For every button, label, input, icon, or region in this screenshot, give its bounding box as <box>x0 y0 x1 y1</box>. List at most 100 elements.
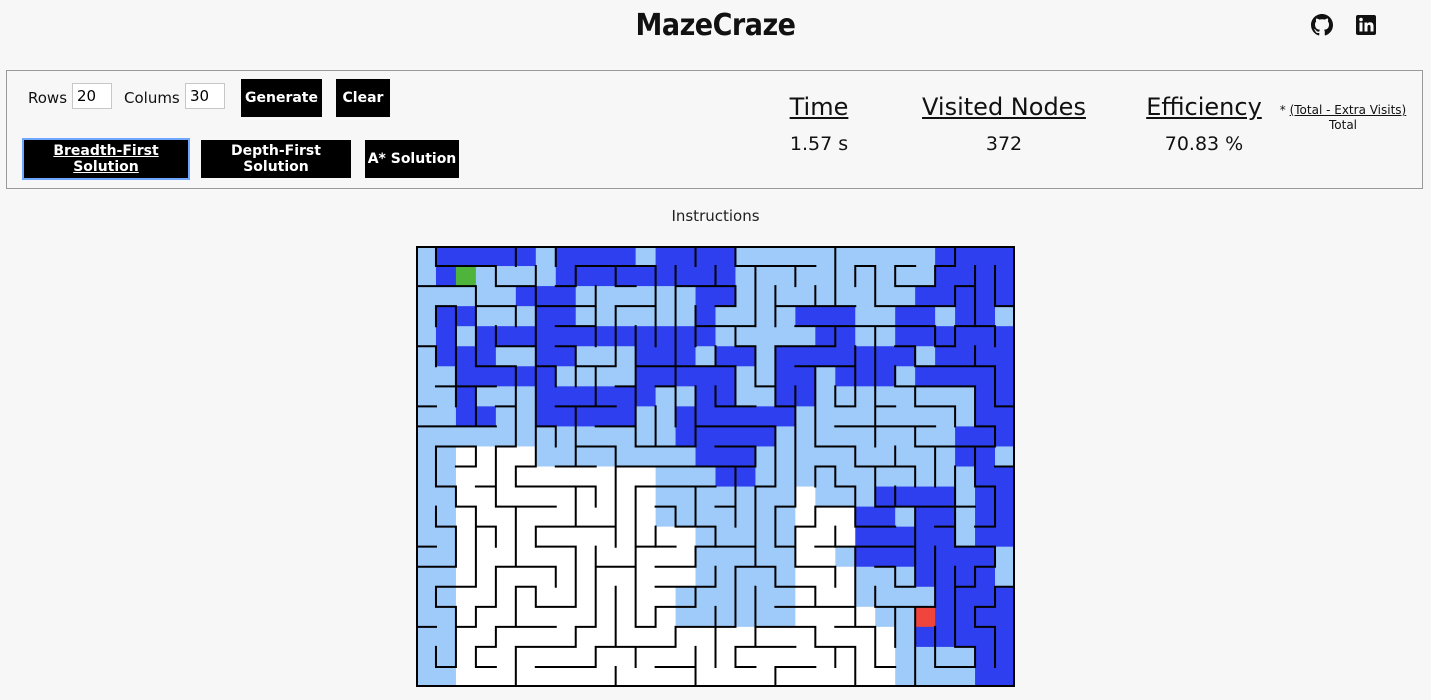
maze-cell-visited[interactable] <box>735 586 756 608</box>
maze-cell-visited[interactable] <box>955 506 976 528</box>
maze-cell-unvisited[interactable] <box>735 626 756 648</box>
maze-cell-unvisited[interactable] <box>595 646 617 668</box>
maze-cell-unvisited[interactable] <box>555 526 577 548</box>
maze-cell-unvisited[interactable] <box>615 546 637 568</box>
maze-cell-visited[interactable] <box>895 366 916 387</box>
maze-cell-visited[interactable] <box>915 426 936 447</box>
maze-cell-unvisited[interactable] <box>475 586 497 608</box>
maze-cell-visited[interactable] <box>735 506 756 528</box>
maze-cell-visited[interactable] <box>635 426 656 447</box>
maze-cell-unvisited[interactable] <box>795 666 816 687</box>
maze-cell-unvisited[interactable] <box>495 446 517 467</box>
maze-cell-path[interactable] <box>595 266 617 287</box>
maze-cell-path[interactable] <box>995 466 1015 487</box>
maze-cell-unvisited[interactable] <box>675 566 696 588</box>
maze-cell-path[interactable] <box>675 326 696 347</box>
maze-cell-visited[interactable] <box>735 486 756 507</box>
maze-cell-path[interactable] <box>875 346 896 367</box>
maze-cell-visited[interactable] <box>955 386 976 407</box>
maze-cell-path[interactable] <box>855 366 876 387</box>
maze-cell-path[interactable] <box>975 506 996 528</box>
maze-cell-path[interactable] <box>915 286 936 307</box>
maze-cell-visited[interactable] <box>915 466 936 487</box>
maze-cell-path[interactable] <box>955 566 976 588</box>
maze-cell-visited[interactable] <box>895 606 916 628</box>
maze-cell-visited[interactable] <box>715 486 736 507</box>
maze-cell-unvisited[interactable] <box>575 506 597 528</box>
maze-cell-path[interactable] <box>715 446 736 467</box>
maze-cell-visited[interactable] <box>615 366 637 387</box>
maze-cell-unvisited[interactable] <box>815 606 836 628</box>
maze-cell-visited[interactable] <box>775 326 796 347</box>
maze-cell-visited[interactable] <box>875 406 896 427</box>
maze-cell-unvisited[interactable] <box>515 486 537 507</box>
maze-cell-unvisited[interactable] <box>495 546 517 568</box>
maze-cell-path[interactable] <box>955 626 976 648</box>
maze-cell-path[interactable] <box>975 446 996 467</box>
maze-cell-visited[interactable] <box>695 546 716 568</box>
maze-cell-unvisited[interactable] <box>515 586 537 608</box>
maze-cell-path[interactable] <box>975 486 996 507</box>
maze-cell-visited[interactable] <box>595 286 617 307</box>
maze-cell-path[interactable] <box>715 266 736 287</box>
maze-cell-visited[interactable] <box>416 446 437 467</box>
maze-cell-path[interactable] <box>435 266 457 287</box>
maze-cell-path[interactable] <box>875 486 896 507</box>
maze-cell-visited[interactable] <box>935 426 956 447</box>
maze-cell-unvisited[interactable] <box>835 626 856 648</box>
maze-cell-visited[interactable] <box>475 266 497 287</box>
maze-cell-visited[interactable] <box>416 286 437 307</box>
maze-cell-unvisited[interactable] <box>815 666 836 687</box>
maze-cell-path[interactable] <box>715 386 736 407</box>
maze-cell-path[interactable] <box>995 246 1015 267</box>
maze-cell-unvisited[interactable] <box>455 526 477 548</box>
maze-cell-path[interactable] <box>835 306 856 327</box>
maze-cell-visited[interactable] <box>875 446 896 467</box>
maze-cell-path[interactable] <box>695 266 716 287</box>
maze-cell-visited[interactable] <box>435 666 457 687</box>
maze-cell-visited[interactable] <box>555 426 577 447</box>
maze-cell-visited[interactable] <box>475 286 497 307</box>
maze-cell-visited[interactable] <box>755 486 776 507</box>
github-link[interactable] <box>1311 14 1333 36</box>
maze-cell-unvisited[interactable] <box>755 646 776 668</box>
maze-cell-path[interactable] <box>535 386 557 407</box>
maze-cell-path[interactable] <box>695 386 716 407</box>
maze-cell-path[interactable] <box>935 266 956 287</box>
maze-cell-path[interactable] <box>955 446 976 467</box>
maze-cell-path[interactable] <box>675 246 696 267</box>
maze-cell-path[interactable] <box>795 306 816 327</box>
maze-cell-visited[interactable] <box>615 346 637 367</box>
maze-cell-visited[interactable] <box>455 286 477 307</box>
maze-cell-visited[interactable] <box>835 286 856 307</box>
maze-cell-path[interactable] <box>975 606 996 628</box>
maze-cell-unvisited[interactable] <box>575 646 597 668</box>
maze-cell-visited[interactable] <box>715 326 736 347</box>
maze-cell-path[interactable] <box>995 366 1015 387</box>
maze-cell-visited[interactable] <box>435 566 457 588</box>
maze-cell-visited[interactable] <box>515 306 537 327</box>
maze-cell-visited[interactable] <box>435 466 457 487</box>
maze-cell-unvisited[interactable] <box>635 626 656 648</box>
maze-cell-path[interactable] <box>975 566 996 588</box>
maze-cell-path[interactable] <box>895 346 916 367</box>
maze-cell-path[interactable] <box>455 346 477 367</box>
maze-cell-unvisited[interactable] <box>555 626 577 648</box>
maze-cell-visited[interactable] <box>435 626 457 648</box>
maze-cell-unvisited[interactable] <box>695 666 716 687</box>
maze-cell-path[interactable] <box>635 326 656 347</box>
maze-cell-unvisited[interactable] <box>535 526 557 548</box>
maze-cell-visited[interactable] <box>895 446 916 467</box>
maze-cell-unvisited[interactable] <box>695 646 716 668</box>
maze-cell-visited[interactable] <box>835 466 856 487</box>
maze-cell-path[interactable] <box>995 606 1015 628</box>
maze-cell-path[interactable] <box>915 566 936 588</box>
maze-cell-unvisited[interactable] <box>855 666 876 687</box>
maze-cell-unvisited[interactable] <box>775 666 796 687</box>
maze-cell-visited[interactable] <box>815 426 836 447</box>
maze-cell-path[interactable] <box>555 386 577 407</box>
maze-cell-path[interactable] <box>935 626 956 648</box>
maze-cell-unvisited[interactable] <box>615 506 637 528</box>
maze-cell-visited[interactable] <box>416 326 437 347</box>
maze-cell-unvisited[interactable] <box>635 526 656 548</box>
